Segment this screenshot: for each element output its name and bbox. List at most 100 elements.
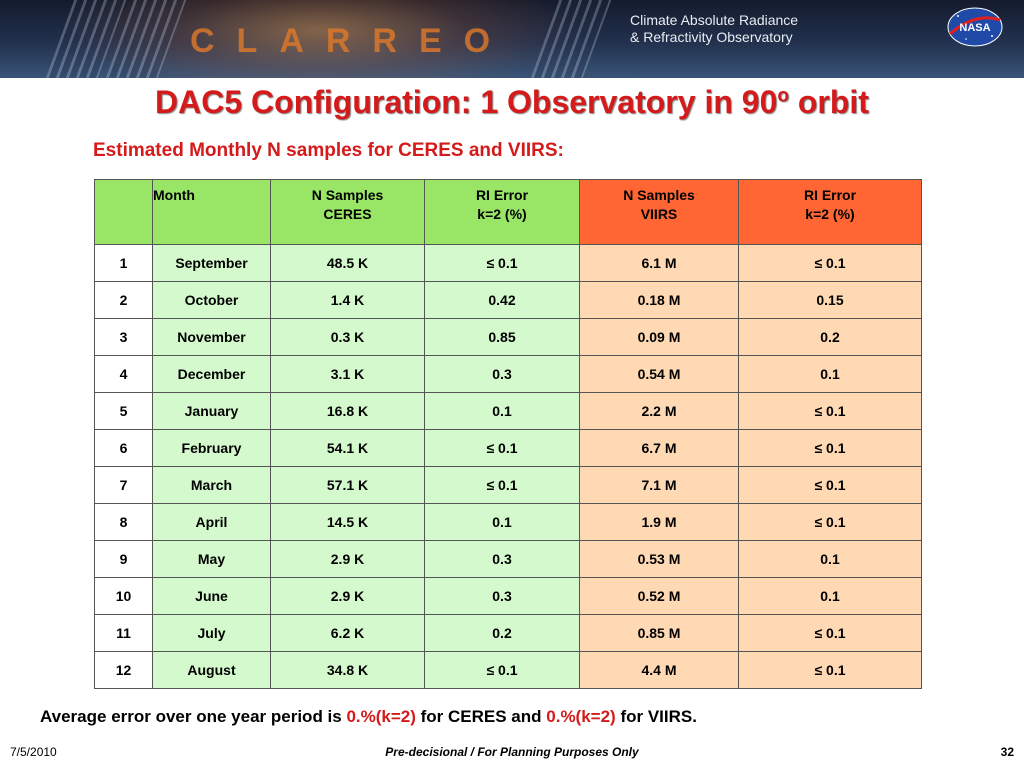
table-row: 3 November 0.3 K 0.85 0.09 M 0.2 xyxy=(94,318,922,356)
row-ceres-error: 0.2 xyxy=(424,614,580,652)
row-ceres-error: ≤ 0.1 xyxy=(424,651,580,689)
row-ceres-error: 0.85 xyxy=(424,318,580,356)
row-viirs-error: 0.1 xyxy=(738,577,922,615)
tagline-line-2: & Refractivity Observatory xyxy=(630,29,793,45)
header-viirs-samples: N Samples VIIRS xyxy=(579,179,739,245)
table-row: 7 March 57.1 K ≤ 0.1 7.1 M ≤ 0.1 xyxy=(94,466,922,504)
table-header-row: Month N Samples CERES RI Error k=2 (%) N… xyxy=(94,179,922,245)
row-month: June xyxy=(152,577,271,615)
row-viirs-samples: 6.7 M xyxy=(579,429,739,467)
average-error-note: Average error over one year period is 0.… xyxy=(40,707,697,727)
header-ceres-samples-line1: N Samples xyxy=(311,187,384,203)
row-ceres-error: ≤ 0.1 xyxy=(424,244,580,282)
row-viirs-error: 0.15 xyxy=(738,281,922,319)
note-text-2: for CERES and xyxy=(415,707,547,726)
banner-tagline: Climate Absolute Radiance & Refractivity… xyxy=(630,12,798,46)
title-superscript: o xyxy=(777,85,789,107)
row-viirs-error: 0.1 xyxy=(738,540,922,578)
row-month: February xyxy=(152,429,271,467)
row-ceres-error: 0.3 xyxy=(424,355,580,393)
row-viirs-error: ≤ 0.1 xyxy=(738,651,922,689)
footer-date: 7/5/2010 xyxy=(10,745,57,759)
row-ceres-samples: 14.5 K xyxy=(270,503,425,541)
row-ceres-samples: 1.4 K xyxy=(270,281,425,319)
header-viirs-error-line1: RI Error xyxy=(803,187,857,203)
row-index: 5 xyxy=(94,392,153,430)
table-row: 9 May 2.9 K 0.3 0.53 M 0.1 xyxy=(94,540,922,578)
row-month: December xyxy=(152,355,271,393)
page-title: DAC5 Configuration: 1 Observatory in 90o… xyxy=(0,84,1024,121)
clarreo-logo-word: CLARREO xyxy=(190,22,513,60)
row-index: 7 xyxy=(94,466,153,504)
header-viirs-samples-line1: N Samples xyxy=(623,187,695,203)
row-ceres-samples: 6.2 K xyxy=(270,614,425,652)
samples-table: Month N Samples CERES RI Error k=2 (%) N… xyxy=(94,179,922,689)
row-viirs-samples: 4.4 M xyxy=(579,651,739,689)
row-month: November xyxy=(152,318,271,356)
row-viirs-error: ≤ 0.1 xyxy=(738,503,922,541)
page-number: 32 xyxy=(1000,745,1014,759)
row-month: May xyxy=(152,540,271,578)
row-viirs-samples: 6.1 M xyxy=(579,244,739,282)
row-ceres-error: 0.1 xyxy=(424,503,580,541)
row-ceres-samples: 34.8 K xyxy=(270,651,425,689)
note-viirs-value: 0.%(k=2) xyxy=(546,707,616,726)
header-ceres-error-line1: RI Error xyxy=(475,187,529,203)
row-ceres-samples: 0.3 K xyxy=(270,318,425,356)
note-ceres-value: 0.%(k=2) xyxy=(346,707,416,726)
row-viirs-samples: 0.53 M xyxy=(579,540,739,578)
row-ceres-error: 0.42 xyxy=(424,281,580,319)
table-subtitle: Estimated Monthly N samples for CERES an… xyxy=(93,140,564,161)
banner-glow xyxy=(60,0,580,78)
note-text-3: for VIIRS. xyxy=(615,707,697,726)
title-main: DAC5 Configuration: 1 Observatory in 90 xyxy=(155,84,778,120)
row-month: April xyxy=(152,503,271,541)
row-month: March xyxy=(152,466,271,504)
table-row: 4 December 3.1 K 0.3 0.54 M 0.1 xyxy=(94,355,922,393)
row-index: 3 xyxy=(94,318,153,356)
row-viirs-error: 0.2 xyxy=(738,318,922,356)
row-ceres-error: 0.1 xyxy=(424,392,580,430)
nasa-logo-icon: NASA xyxy=(947,7,1003,47)
row-index: 1 xyxy=(94,244,153,282)
header-ceres-error: RI Error k=2 (%) xyxy=(424,179,580,245)
table-row: 5 January 16.8 K 0.1 2.2 M ≤ 0.1 xyxy=(94,392,922,430)
row-index: 6 xyxy=(94,429,153,467)
row-viirs-error: 0.1 xyxy=(738,355,922,393)
note-text-1: Average error over one year period is xyxy=(40,707,347,726)
row-index: 11 xyxy=(94,614,153,652)
row-ceres-samples: 54.1 K xyxy=(270,429,425,467)
row-month: September xyxy=(152,244,271,282)
row-ceres-error: 0.3 xyxy=(424,540,580,578)
header-ceres-samples-line2: CERES xyxy=(323,206,372,222)
row-viirs-error: ≤ 0.1 xyxy=(738,244,922,282)
row-month: October xyxy=(152,281,271,319)
row-ceres-samples: 3.1 K xyxy=(270,355,425,393)
row-viirs-samples: 7.1 M xyxy=(579,466,739,504)
row-viirs-error: ≤ 0.1 xyxy=(738,466,922,504)
row-viirs-samples: 1.9 M xyxy=(579,503,739,541)
header-viirs-samples-line2: VIIRS xyxy=(640,206,678,222)
row-index: 4 xyxy=(94,355,153,393)
row-month: January xyxy=(152,392,271,430)
row-index: 2 xyxy=(94,281,153,319)
row-index: 8 xyxy=(94,503,153,541)
table-row: 2 October 1.4 K 0.42 0.18 M 0.15 xyxy=(94,281,922,319)
row-viirs-samples: 2.2 M xyxy=(579,392,739,430)
row-ceres-samples: 2.9 K xyxy=(270,577,425,615)
header-index xyxy=(94,179,153,245)
table-row: 6 February 54.1 K ≤ 0.1 6.7 M ≤ 0.1 xyxy=(94,429,922,467)
nasa-logo-text: NASA xyxy=(959,22,990,34)
row-ceres-samples: 16.8 K xyxy=(270,392,425,430)
row-ceres-samples: 57.1 K xyxy=(270,466,425,504)
row-viirs-samples: 0.85 M xyxy=(579,614,739,652)
row-viirs-samples: 0.52 M xyxy=(579,577,739,615)
row-ceres-samples: 48.5 K xyxy=(270,244,425,282)
table-row: 1 September 48.5 K ≤ 0.1 6.1 M ≤ 0.1 xyxy=(94,244,922,282)
title-suffix: orbit xyxy=(788,84,869,120)
table-row: 12 August 34.8 K ≤ 0.1 4.4 M ≤ 0.1 xyxy=(94,651,922,689)
row-ceres-error: 0.3 xyxy=(424,577,580,615)
row-ceres-error: ≤ 0.1 xyxy=(424,466,580,504)
row-index: 12 xyxy=(94,651,153,689)
header-viirs-error-line2: k=2 (%) xyxy=(805,206,855,222)
